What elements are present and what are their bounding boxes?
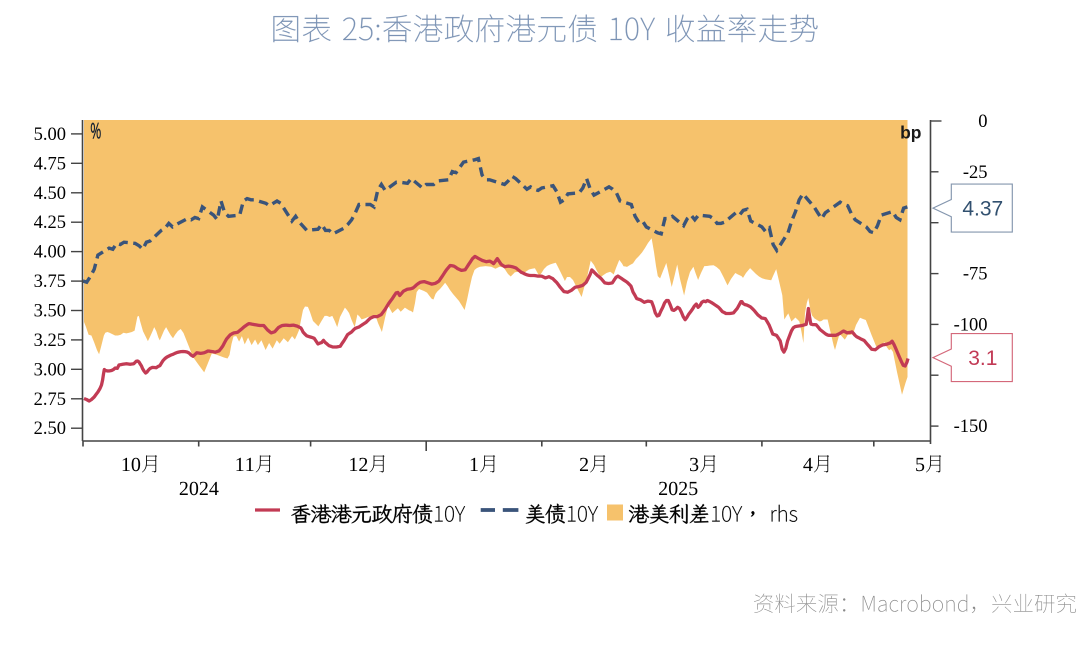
svg-text:3.75: 3.75 <box>34 272 66 292</box>
svg-text:2.50: 2.50 <box>34 419 66 439</box>
svg-text:2.75: 2.75 <box>34 390 66 410</box>
svg-text:bp: bp <box>900 123 921 143</box>
svg-text:3.1: 3.1 <box>968 347 997 370</box>
svg-text:3.25: 3.25 <box>34 331 66 351</box>
svg-text:-100: -100 <box>954 315 988 335</box>
svg-text:4.00: 4.00 <box>34 243 66 263</box>
svg-text:4.75: 4.75 <box>34 154 66 174</box>
svg-text:3.50: 3.50 <box>34 302 66 322</box>
svg-text:5.00: 5.00 <box>34 125 66 145</box>
svg-text:4.50: 4.50 <box>34 184 66 204</box>
svg-text:4.37: 4.37 <box>962 198 1003 221</box>
svg-text:3.00: 3.00 <box>34 360 66 380</box>
svg-text:-150: -150 <box>954 417 988 437</box>
svg-text:4.25: 4.25 <box>34 213 66 233</box>
svg-text:-75: -75 <box>963 265 988 285</box>
svg-text:0: 0 <box>978 112 987 132</box>
svg-text:-25: -25 <box>963 163 988 183</box>
